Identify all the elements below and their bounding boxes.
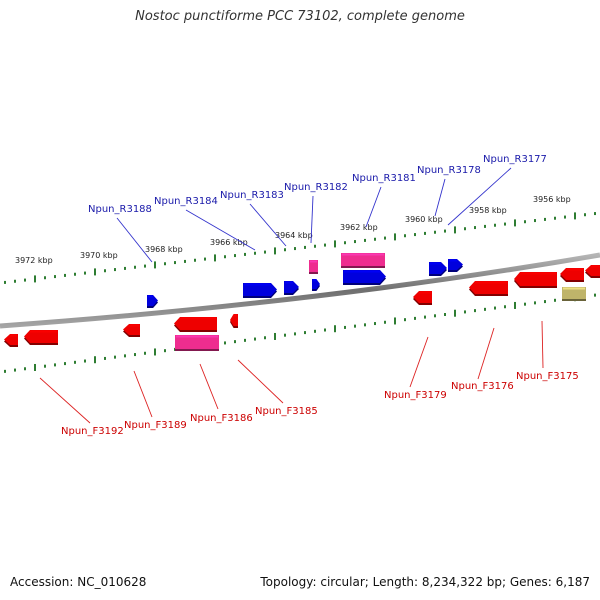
leader-line <box>409 336 429 388</box>
forward-gene[interactable] <box>469 281 508 296</box>
reverse-gene-label[interactable]: Npun_R3184 <box>154 196 218 207</box>
accession-text: Accession: NC_010628 <box>10 575 147 589</box>
forward-gene[interactable] <box>174 317 217 332</box>
leader-line <box>133 370 153 418</box>
leader-line <box>116 217 153 263</box>
leader-line <box>199 363 219 410</box>
leader-line <box>237 359 284 404</box>
rna-feature[interactable] <box>175 335 219 351</box>
reverse-gene-label[interactable]: Npun_R3177 <box>483 154 547 165</box>
forward-gene-label[interactable]: Npun_F3192 <box>61 426 124 437</box>
misc-feature[interactable] <box>562 287 586 301</box>
forward-gene-label[interactable]: Npun_F3179 <box>384 390 447 401</box>
ruler-label: 3972 kbp <box>15 256 53 265</box>
leader-line <box>447 167 512 226</box>
reverse-gene[interactable] <box>312 279 320 291</box>
leader-line <box>310 195 314 244</box>
ruler-labels: 3972 kbp 3970 kbp 3968 kbp 3966 kbp 3964 kbp… <box>15 195 571 265</box>
forward-gene[interactable] <box>413 291 432 305</box>
leader-line <box>365 186 382 228</box>
topology-text: Topology: circular; Length: 8,234,322 bp… <box>260 575 590 589</box>
ruler-label: 3960 kbp <box>405 215 443 224</box>
forward-gene-label[interactable]: Npun_F3175 <box>516 371 579 382</box>
ruler-label: 3966 kbp <box>210 238 248 247</box>
forward-gene-label[interactable]: Npun_F3189 <box>124 420 187 431</box>
forward-gene[interactable] <box>4 334 18 347</box>
gene-features[interactable] <box>4 253 600 351</box>
genome-backbone <box>0 252 600 329</box>
forward-gene-label[interactable]: Npun_F3185 <box>255 406 318 417</box>
leader-line <box>434 178 446 217</box>
leader-line <box>185 209 256 251</box>
rna-feature[interactable] <box>341 253 385 268</box>
reverse-gene-label[interactable]: Npun_R3188 <box>88 204 152 215</box>
ruler-label: 3968 kbp <box>145 245 183 254</box>
label-leader-lines <box>39 167 544 424</box>
reverse-gene[interactable] <box>147 295 158 308</box>
reverse-gene-label[interactable]: Npun_R3178 <box>417 165 481 176</box>
forward-gene-label[interactable]: Npun_F3186 <box>190 413 253 424</box>
forward-gene[interactable] <box>123 324 140 337</box>
reverse-gene-label[interactable]: Npun_R3183 <box>220 190 284 201</box>
ruler-label: 3970 kbp <box>80 251 118 260</box>
ruler-label: 3962 kbp <box>340 223 378 232</box>
leader-line <box>477 327 495 380</box>
reverse-gene[interactable] <box>243 283 277 298</box>
reverse-gene[interactable] <box>284 281 299 295</box>
reverse-gene[interactable] <box>343 270 386 285</box>
forward-gene[interactable] <box>230 314 238 328</box>
forward-gene[interactable] <box>24 330 58 345</box>
forward-gene[interactable] <box>585 265 600 278</box>
leader-line <box>39 377 91 424</box>
reverse-gene[interactable] <box>429 262 447 276</box>
ruler-label: 3964 kbp <box>275 231 313 240</box>
reverse-gene[interactable] <box>448 259 463 272</box>
forward-gene[interactable] <box>560 268 584 282</box>
forward-gene-label[interactable]: Npun_F3176 <box>451 381 514 392</box>
ruler-label: 3956 kbp <box>533 195 571 204</box>
leader-line <box>541 320 544 369</box>
ruler-label: 3958 kbp <box>469 206 507 215</box>
reverse-gene-label[interactable]: Npun_R3181 <box>352 173 416 184</box>
map-title: Nostoc punctiforme PCC 73102, complete g… <box>135 9 465 24</box>
rna-feature[interactable] <box>309 260 318 274</box>
gene-labels[interactable]: Npun_R3188Npun_R3184Npun_R3183Npun_R3182… <box>61 154 579 437</box>
leader-line <box>249 203 287 247</box>
forward-gene[interactable] <box>514 272 557 288</box>
reverse-gene-label[interactable]: Npun_R3182 <box>284 182 348 193</box>
